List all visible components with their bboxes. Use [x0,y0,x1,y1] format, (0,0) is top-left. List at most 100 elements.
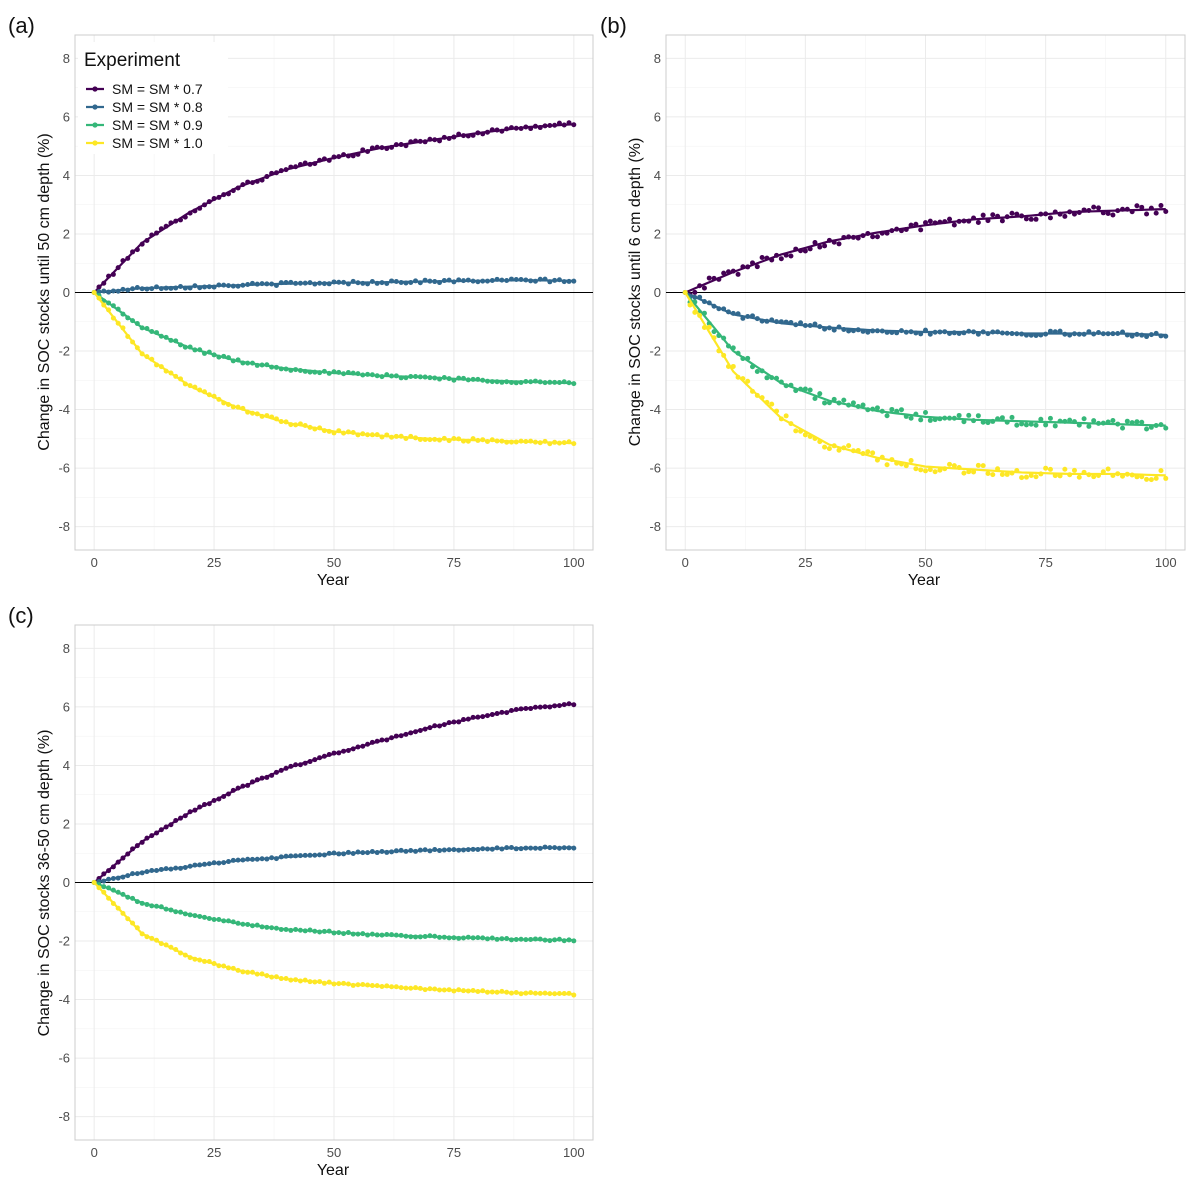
panel-a-sm07-point [365,149,371,155]
panel-a-sm08-point [307,280,313,286]
panel-a-sm08-point [441,278,447,284]
panel-a-sm08-point [566,278,572,284]
panel-a-sm09-point [288,367,294,373]
panel-b-sm08-point [793,322,799,328]
panel-c-sm08-point [326,850,332,856]
panel-a-sm09-point [350,370,356,376]
panel-c-sm10-point [192,956,198,962]
panel-c-sm09-point [249,923,255,929]
panel-b-sm09-point [711,329,717,335]
panel-a-sm09-point [393,373,399,379]
panel-c-sm10-point [413,985,419,991]
panel-b-sm10-point [826,446,832,452]
panel-b-sm07-point [1158,203,1164,209]
panel-c-sm08-point [216,860,222,866]
panel-b-sm10-point [894,460,900,466]
panel-c-y-tick-label: 0 [63,875,70,890]
panel-c-sm07-point [202,802,207,808]
panel-a-sm07-point [283,167,289,173]
panel-b-sm07-point [725,269,731,275]
panel-a-sm09-point [499,379,505,385]
panel-a-sm10-point [427,437,433,443]
panel-a-x-tick-label: 0 [91,555,98,570]
panel-b-sm09-point [788,382,794,388]
panel-b-sm10-point [730,363,736,369]
panel-a-sm08-point [470,278,476,284]
panel-a-sm10-point [302,422,308,428]
panel-b-sm09-point [798,386,804,392]
panel-a-sm08-point [288,279,294,285]
panel-c-sm08-point [508,845,514,850]
panel-b-sm07-point [1019,213,1025,219]
panel-a-sm07-point [345,153,351,159]
panel-c-sm10-point [96,885,102,891]
panel-b-sm07-point [721,270,727,276]
panel-a-sm09-point [422,374,428,380]
panel-b-sm08-point [1100,331,1106,337]
panel-b-sm08-point [1158,333,1164,339]
panel-a-sm09-point [158,333,164,339]
panel-a-sm08-point [154,284,160,290]
panel-b-sm10-point [850,448,856,454]
panel-b-sm08-point [951,330,957,336]
panel-c-sm10-point [345,981,351,987]
panel-a-sm07-point [441,134,447,140]
panel-b-sm07-point [774,252,780,258]
panel-c-sm07-point [456,719,462,725]
panel-c-sm10-point [494,989,500,995]
panel-b-sm07-point [1076,210,1082,216]
panel-a-sm08-point [235,283,241,289]
panel-c-sm10-point [475,989,481,995]
panel-b-y-tick-label: 8 [654,51,661,66]
panel-a-sm10-point [542,438,548,444]
panel-a-sm08-point [230,283,236,289]
panel-c-sm07-point [182,813,188,819]
panel-c-sm08-point [336,851,342,857]
panel-c-sm10-point [403,985,409,991]
panel-a-sm07-point [561,122,567,128]
panel-b-sm08-point [802,322,808,328]
panel-b-sm10-point [783,413,789,419]
panel-c-sm10-point [446,987,452,993]
panel-a-sm08-point [456,277,462,283]
panel-a-sm08-point [427,278,433,284]
panel-b-sm08-point [1047,328,1053,334]
panel-a-sm07-point [158,226,164,232]
panel-b-sm08-point [706,300,712,306]
panel-a-sm08-point [542,276,548,282]
panel-b-sm08-point [1163,333,1169,339]
panel-b-sm08-point [1023,332,1029,338]
panel-b-sm09-point [870,406,876,412]
panel-c-sm07-point [499,709,505,715]
panel-b-x-tick-label: 0 [682,555,689,570]
panel-c-sm08-point [134,871,140,877]
panel-a-sm08-point [374,280,380,286]
panel-c-sm09-point [494,936,500,942]
legend-entry-sm07: SM = SM * 0.7 [86,81,203,97]
panel-b-sm08-point [898,328,904,334]
panel-a-sm10-point [508,439,514,445]
panel-b-sm08-point [1028,332,1034,338]
panel-b-sm09-point [1153,423,1159,429]
panel-b-sm09-point [817,391,823,397]
panel-b-sm07-point [836,241,842,247]
panel-c-x-tick-label: 75 [447,1145,461,1160]
panel-b-y-title: Change in SOC stocks until 6 cm depth (%… [627,138,644,447]
panel-c-sm07-point [408,730,414,736]
panel-c-sm09-point [422,933,428,939]
panel-c-sm08-point [484,846,490,852]
panel-a-sm07-point [552,122,558,128]
panel-a-sm10-point [254,411,260,417]
panel-b-sm08-point [697,294,703,300]
panel-c-sm08-point [120,874,126,880]
panel-c-sm10-point [547,991,553,997]
panel-c-sm07-point [101,871,107,877]
panel-b-sm08-point [1124,332,1130,338]
panel-c-sm10-point [168,944,174,950]
legend-label-sm07: SM = SM * 0.7 [112,81,203,97]
panel-b-sm08-point [754,316,760,322]
panel-a-sm10-point [101,302,107,308]
panel-c-y-tick-label: 8 [63,641,70,656]
panel-c-sm08-point [317,852,323,858]
panel-c-sm07-point [441,722,447,728]
